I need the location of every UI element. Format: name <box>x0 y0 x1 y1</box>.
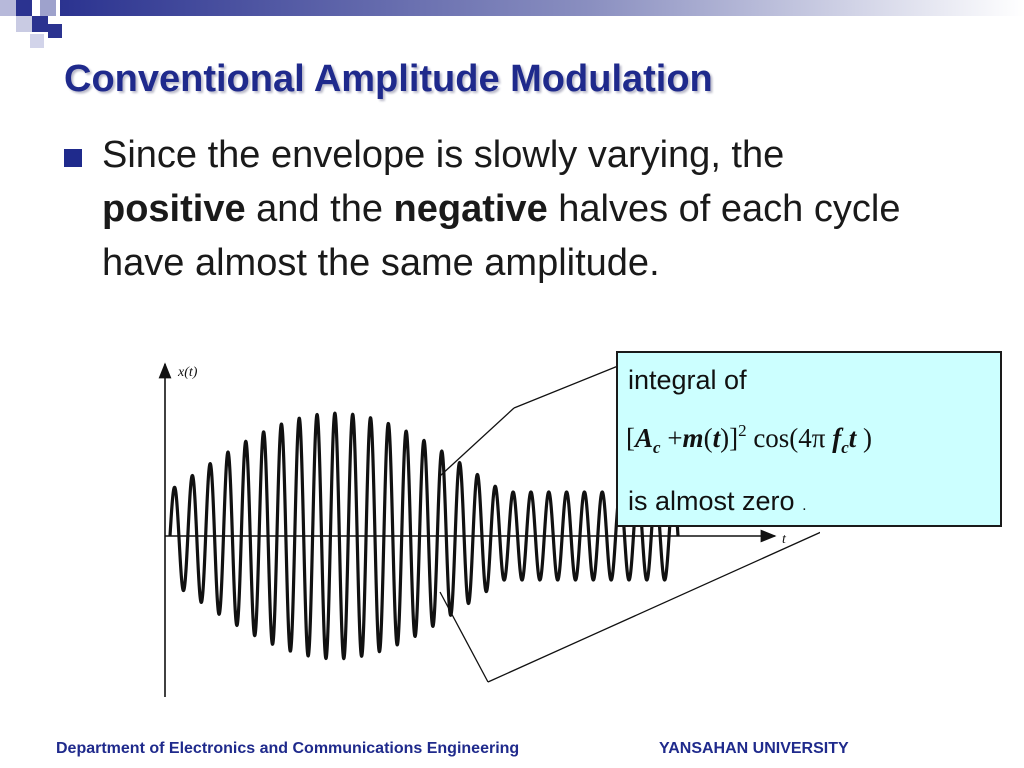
bullet-bold-negative: negative <box>393 188 548 230</box>
callout-line-integral: integral of <box>628 365 747 395</box>
formula-bracket-open: [ <box>626 423 635 453</box>
slide-title: Conventional Amplitude Modulation <box>64 58 713 100</box>
bullet-square-icon <box>64 149 82 167</box>
bullet-text-part3: halves of each cycle have almost the sam… <box>102 188 901 284</box>
formula-t1: t <box>712 423 721 453</box>
zoom-line-upper <box>439 407 515 477</box>
callout-almost-zero: is almost zero <box>628 486 795 516</box>
y-axis-label: x(t) <box>177 365 198 380</box>
formula-paren-close: )] <box>720 423 739 453</box>
formula-A: A <box>635 423 654 453</box>
formula-cos: cos(4π <box>753 423 826 453</box>
callout-trailing-dot: . <box>802 497 807 514</box>
formula-plus: + <box>667 423 683 453</box>
formula-m: m <box>682 423 704 453</box>
zoom-line-top <box>513 365 619 409</box>
formula-f: f <box>832 423 842 453</box>
bullet-text-part2: and the <box>256 188 383 230</box>
formula-paren-final: ) <box>863 423 872 453</box>
formula-paren-open: ( <box>703 423 713 453</box>
callout-formula: [Ac +m(t)]2 cos(4π fct ) <box>626 421 872 458</box>
zoom-line-lower <box>439 591 489 683</box>
formula-exponent: 2 <box>738 421 747 440</box>
zoom-line-bottom <box>487 531 820 683</box>
x-axis-label: t <box>782 532 787 547</box>
formula-A-sub: c <box>653 438 661 457</box>
callout-line-zero: is almost zero . <box>628 486 807 517</box>
footer-department: Department of Electronics and Communicat… <box>56 740 520 757</box>
footer-university: YANSAHAN UNIVERSITY <box>659 740 849 757</box>
bullet-text: Since the envelope is slowly varying, th… <box>102 128 962 290</box>
bullet-bold-positive: positive <box>102 188 246 230</box>
formula-f-sub: c <box>841 438 849 457</box>
callout-box: integral of [Ac +m(t)]2 cos(4π fct ) is … <box>616 351 1002 527</box>
am-waveform <box>168 411 680 661</box>
header-decoration <box>0 0 1024 48</box>
formula-t2: t <box>848 423 857 453</box>
bullet-text-part1: Since the envelope is slowly varying, th… <box>102 134 785 176</box>
am-waveform-figure: x(t) t <box>158 362 820 697</box>
